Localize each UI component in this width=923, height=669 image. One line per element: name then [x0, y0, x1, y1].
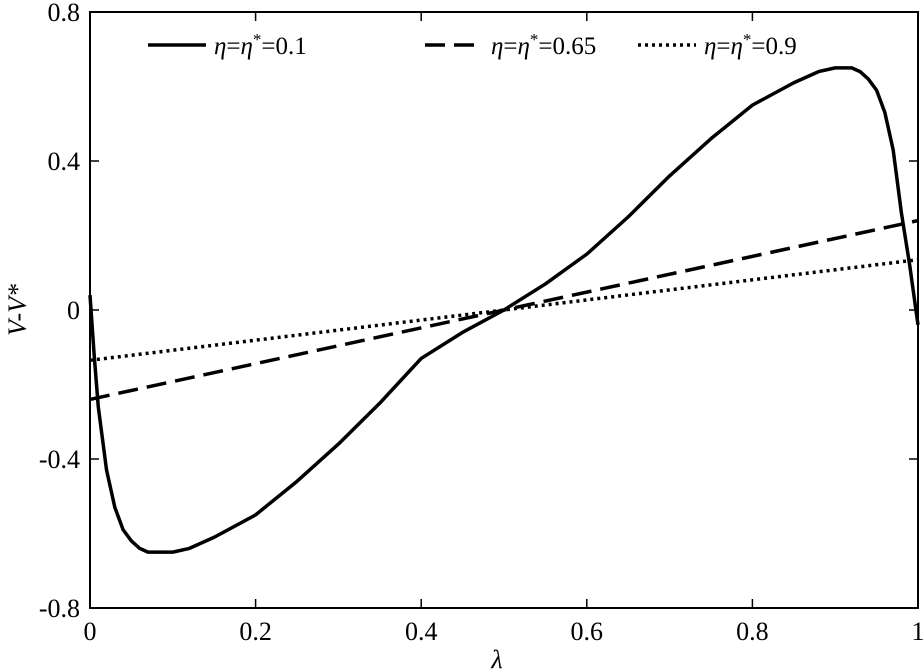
- legend-label: η=η*=0.9: [704, 30, 797, 61]
- series-line-dotted: [89, 257, 919, 363]
- y-axis-title-text: V-V*: [3, 284, 32, 336]
- legend-label: η=η*=0.1: [214, 30, 307, 61]
- series-layer: [88, 66, 920, 554]
- y-tick-label: -0.8: [39, 594, 80, 623]
- y-axis-title: V-V*: [3, 284, 32, 336]
- x-tick-label: 0.4: [405, 617, 438, 646]
- x-tick-label: 0.8: [736, 617, 769, 646]
- x-tick-label: 1: [912, 617, 923, 646]
- x-tick-label: 0.6: [571, 617, 604, 646]
- legend: η=η*=0.1 η=η*=0.65 η=η*=0.9: [148, 30, 797, 61]
- x-tick-label: 0.2: [239, 617, 272, 646]
- axis-tick-labels: 0 0.2 0.4 0.6 0.8 1 -0.8 -0.4 0 0.4 0.8: [39, 0, 923, 646]
- series-line-dashed: [89, 218, 919, 402]
- x-tick-label: 0: [84, 617, 97, 646]
- y-tick-label: 0.4: [48, 147, 81, 176]
- legend-label: η=η*=0.65: [491, 30, 596, 61]
- y-tick-label: 0: [67, 296, 80, 325]
- y-tick-label: 0.8: [48, 0, 81, 27]
- y-tick-label: -0.4: [39, 445, 80, 474]
- x-axis-title: λ: [490, 645, 502, 669]
